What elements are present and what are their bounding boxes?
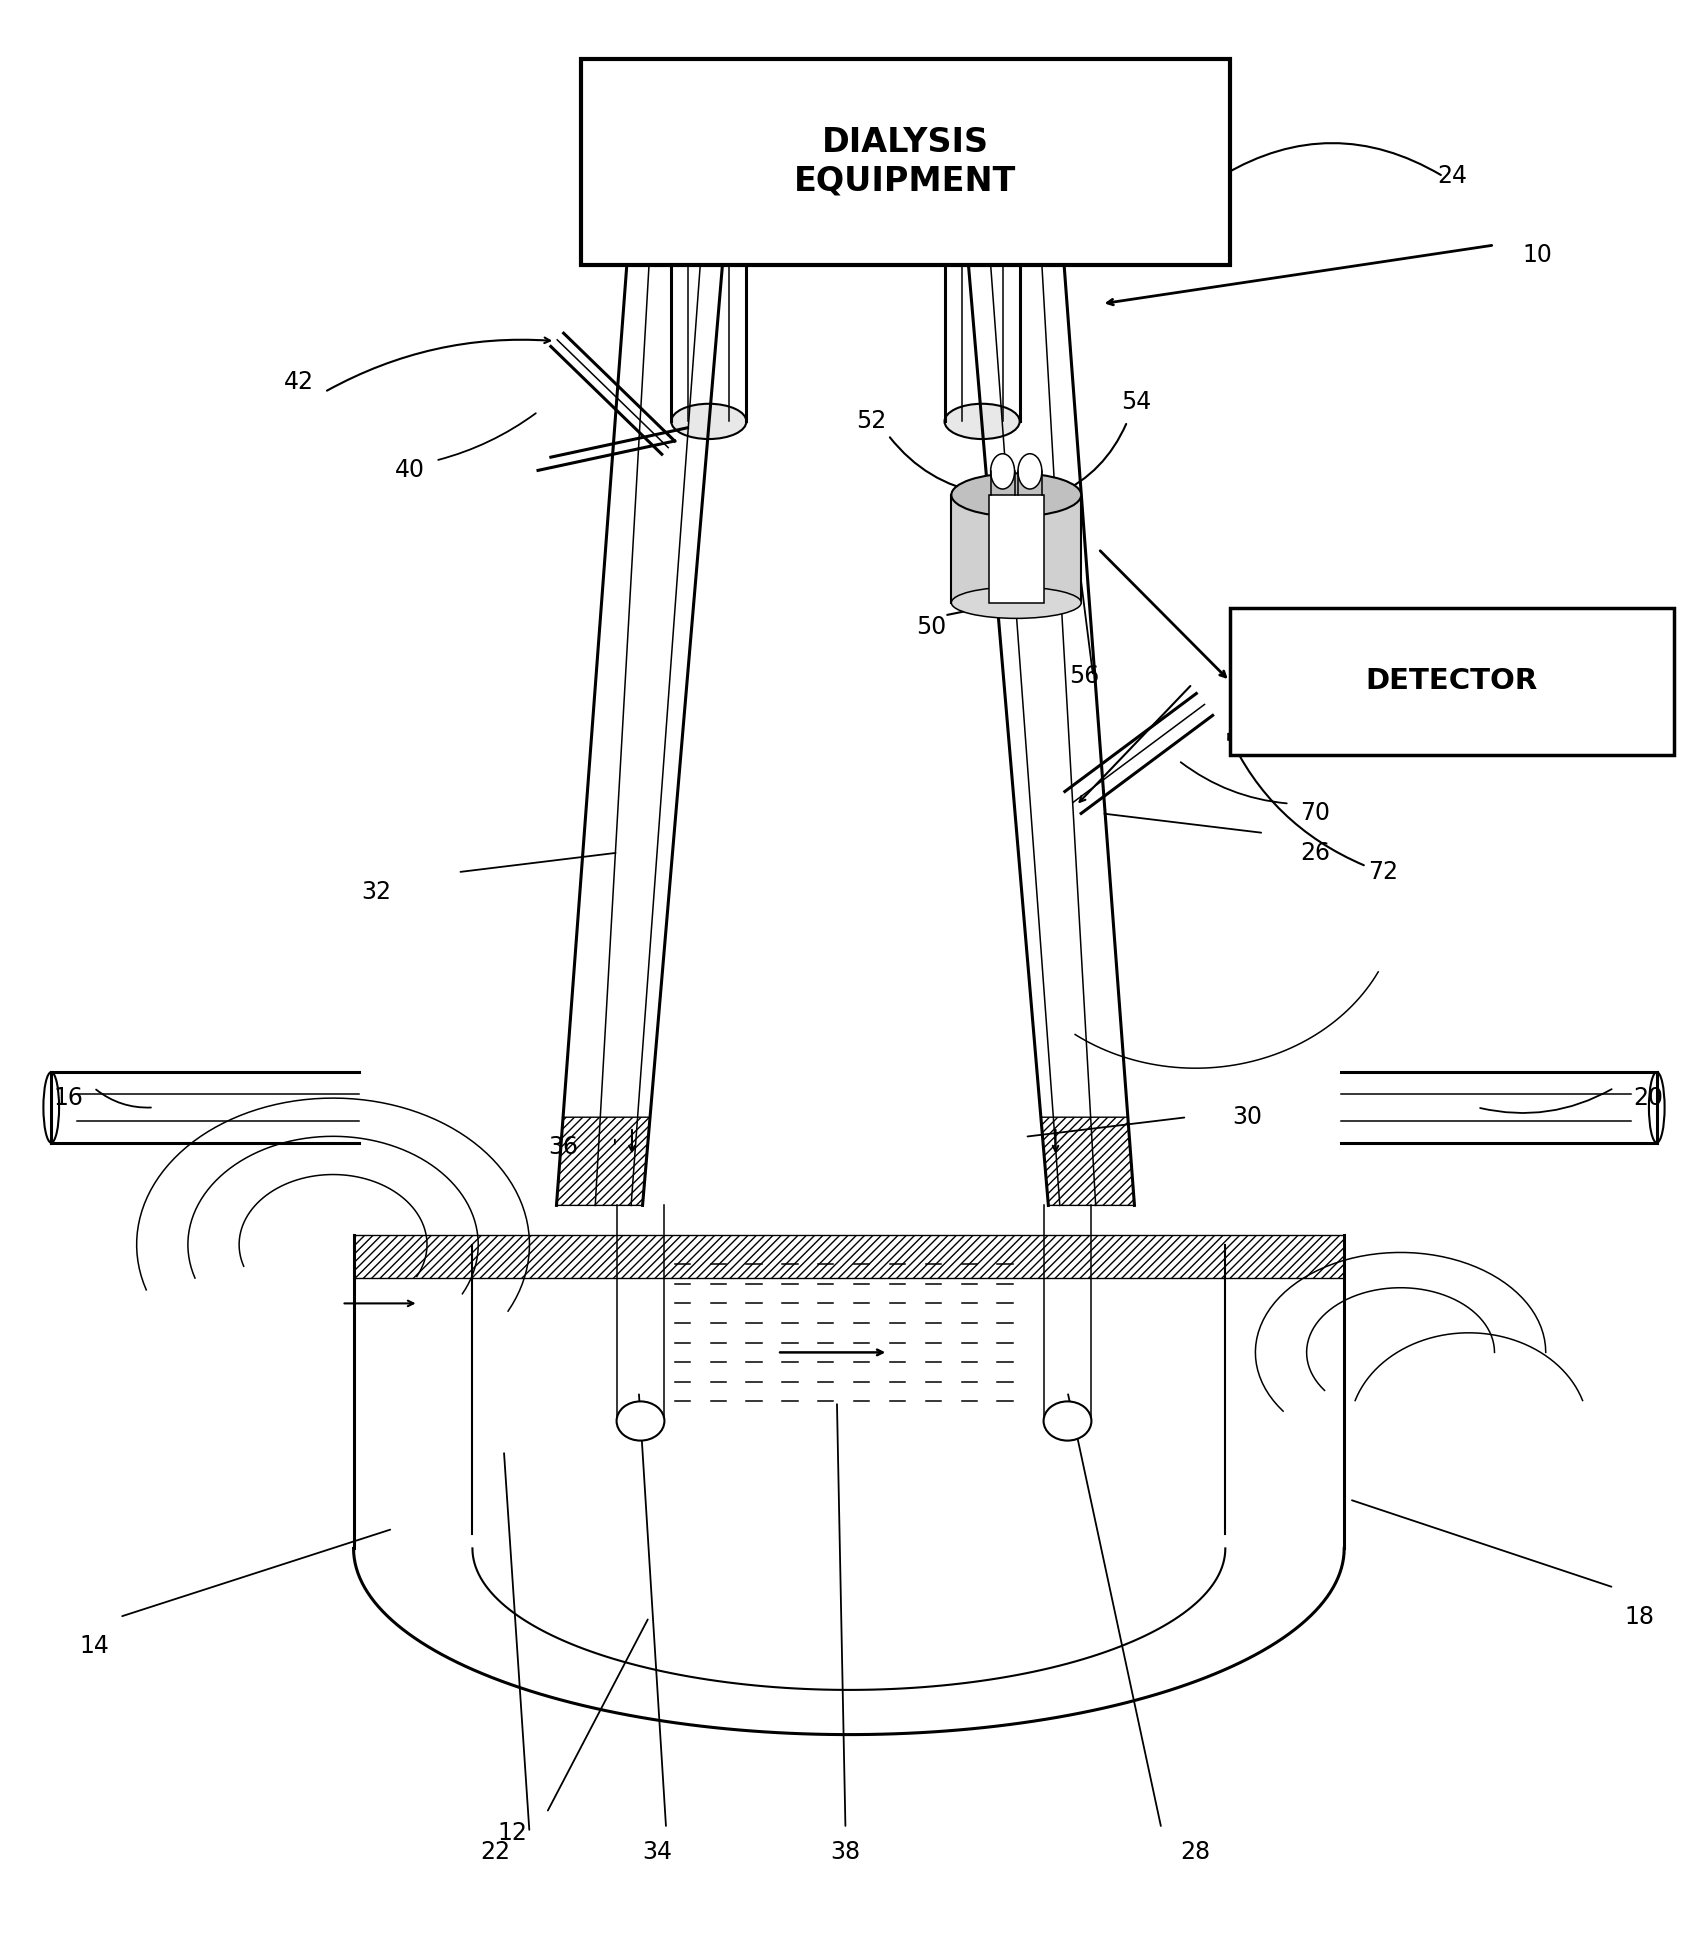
Text: 26: 26 xyxy=(1299,841,1330,864)
Text: 38: 38 xyxy=(830,1840,860,1864)
Ellipse shape xyxy=(951,474,1081,515)
Text: 16: 16 xyxy=(53,1086,84,1109)
Ellipse shape xyxy=(1017,453,1041,490)
Text: 24: 24 xyxy=(1436,165,1466,188)
Bar xyxy=(951,496,1081,604)
Ellipse shape xyxy=(616,1401,664,1441)
Text: 52: 52 xyxy=(855,410,886,433)
Text: 18: 18 xyxy=(1623,1605,1654,1629)
Ellipse shape xyxy=(671,404,746,439)
Ellipse shape xyxy=(1043,1401,1091,1441)
Text: DIALYSIS
EQUIPMENT: DIALYSIS EQUIPMENT xyxy=(794,125,1016,198)
Ellipse shape xyxy=(990,453,1014,490)
FancyBboxPatch shape xyxy=(1229,608,1673,755)
Ellipse shape xyxy=(951,588,1081,619)
Text: 12: 12 xyxy=(497,1821,527,1844)
Text: 72: 72 xyxy=(1367,860,1398,884)
Bar xyxy=(988,496,1043,604)
Text: 56: 56 xyxy=(1069,664,1099,688)
Bar xyxy=(353,1235,1343,1278)
Ellipse shape xyxy=(944,404,1019,439)
Text: 30: 30 xyxy=(1231,1105,1261,1129)
Text: 58: 58 xyxy=(1487,704,1518,727)
Ellipse shape xyxy=(43,1072,60,1143)
Text: DETECTOR: DETECTOR xyxy=(1366,666,1536,696)
Text: 20: 20 xyxy=(1632,1086,1663,1109)
Ellipse shape xyxy=(1647,1072,1664,1143)
Text: 42: 42 xyxy=(283,370,314,394)
Text: 34: 34 xyxy=(642,1840,673,1864)
Text: 22: 22 xyxy=(480,1840,510,1864)
Text: 36: 36 xyxy=(548,1135,579,1158)
Text: 28: 28 xyxy=(1180,1840,1210,1864)
Text: 10: 10 xyxy=(1521,243,1552,267)
Text: 14: 14 xyxy=(79,1635,109,1658)
Text: 40: 40 xyxy=(394,459,425,482)
Text: 54: 54 xyxy=(1120,390,1151,414)
FancyBboxPatch shape xyxy=(580,59,1229,265)
Text: 70: 70 xyxy=(1299,802,1330,825)
Text: 32: 32 xyxy=(360,880,391,904)
Text: 50: 50 xyxy=(915,615,946,639)
